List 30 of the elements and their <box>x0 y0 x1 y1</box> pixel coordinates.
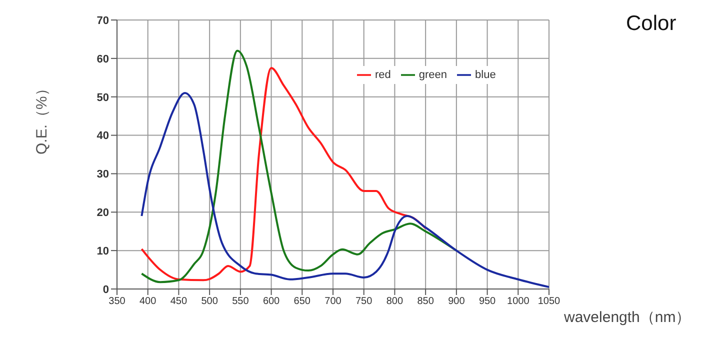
x-tick-label: 750 <box>356 296 373 308</box>
y-tick-label: 70 <box>96 14 109 27</box>
x-tick-label: 500 <box>201 296 218 308</box>
y-tick-label: 10 <box>96 245 109 258</box>
x-tick-label: 1000 <box>507 296 530 308</box>
x-tick-label: 950 <box>478 296 496 308</box>
x-tick-label: 400 <box>140 296 157 308</box>
y-tick-label: 60 <box>96 53 109 66</box>
x-tick-label: 850 <box>417 296 434 308</box>
x-tick-label: 650 <box>294 296 311 308</box>
legend-label: blue <box>475 68 496 81</box>
y-tick-label: 50 <box>96 92 109 104</box>
x-tick-label: 600 <box>262 296 280 308</box>
y-axis-title: Q.E.（%） <box>33 81 50 154</box>
y-tick-label: 40 <box>96 130 109 142</box>
x-axis-title: wavelength（nm） <box>564 308 691 327</box>
legend-label: red <box>375 68 391 81</box>
x-tick-label: 700 <box>324 296 342 308</box>
x-tick-label: 900 <box>448 296 466 308</box>
text: Color <box>626 12 676 36</box>
x-tick-label: 350 <box>108 296 126 308</box>
x-tick-label: 1050 <box>538 296 561 308</box>
x-tick-label: 550 <box>232 296 250 308</box>
line-series <box>140 92 549 288</box>
y-tick-label: 30 <box>96 168 109 181</box>
legend-label: green <box>418 68 448 81</box>
x-tick-label: 800 <box>386 296 404 308</box>
y-tick-label: 20 <box>96 207 109 220</box>
y-tick-label: 0 <box>102 284 109 296</box>
x-tick-label: 450 <box>170 296 188 308</box>
